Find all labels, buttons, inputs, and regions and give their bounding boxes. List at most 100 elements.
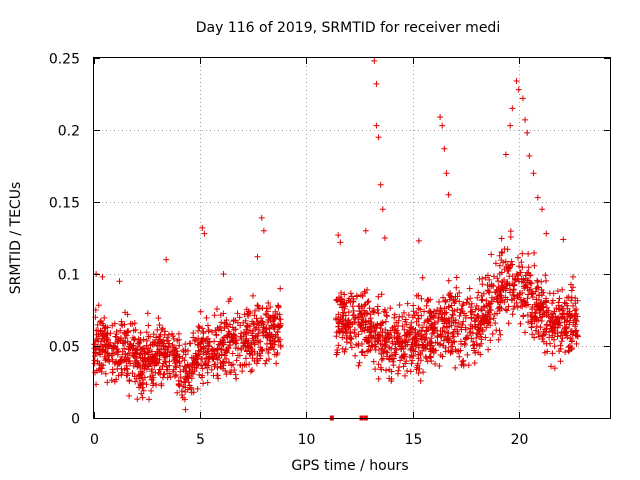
data-point <box>251 307 258 314</box>
data-point <box>523 281 530 288</box>
data-point <box>532 327 539 334</box>
data-point <box>204 348 211 355</box>
data-point <box>352 333 359 340</box>
data-point <box>130 362 137 369</box>
data-point <box>519 95 526 102</box>
data-point <box>410 302 417 309</box>
data-point <box>241 329 248 336</box>
data-point <box>170 335 177 342</box>
data-point <box>209 329 216 336</box>
data-point <box>384 336 391 343</box>
data-point <box>391 314 398 321</box>
data-point <box>155 315 162 322</box>
data-point <box>254 332 261 339</box>
data-point <box>490 273 497 280</box>
data-point <box>515 86 522 93</box>
data-point <box>518 259 525 266</box>
data-point <box>517 320 524 327</box>
data-point <box>199 224 206 231</box>
data-point <box>520 276 527 283</box>
data-point <box>517 290 524 297</box>
data-point <box>165 337 172 344</box>
data-point <box>574 313 581 320</box>
data-point <box>402 339 409 346</box>
data-point <box>529 331 536 338</box>
data-point <box>551 343 558 350</box>
data-point <box>437 308 444 315</box>
data-point <box>542 272 549 279</box>
data-point <box>243 361 250 368</box>
data-point <box>144 310 151 317</box>
data-point <box>113 376 120 383</box>
data-point <box>243 348 250 355</box>
data-point <box>124 338 131 345</box>
data-point <box>141 374 148 381</box>
data-point <box>250 337 257 344</box>
data-point <box>341 305 348 312</box>
data-point <box>454 306 461 313</box>
data-point <box>549 314 556 321</box>
data-point <box>534 278 541 285</box>
data-point <box>153 381 160 388</box>
data-point <box>514 254 521 261</box>
data-point <box>251 348 258 355</box>
data-point <box>472 349 479 356</box>
data-point <box>195 323 202 330</box>
data-point <box>543 277 550 284</box>
data-point <box>525 277 532 284</box>
data-point <box>139 354 146 361</box>
data-point <box>384 313 391 320</box>
data-point <box>195 361 202 368</box>
data-point <box>188 375 195 382</box>
data-point <box>176 382 183 389</box>
data-point <box>166 351 173 358</box>
chart-title: Day 116 of 2019, SRMTID for receiver med… <box>196 20 500 36</box>
data-point <box>262 325 269 332</box>
data-point <box>357 324 364 331</box>
data-point <box>420 369 427 376</box>
data-point <box>415 351 422 358</box>
data-point <box>102 370 109 377</box>
data-point <box>114 349 121 356</box>
data-point <box>238 330 245 337</box>
data-point <box>539 336 546 343</box>
data-point <box>522 329 529 336</box>
data-point <box>171 352 178 359</box>
data-point <box>443 323 450 330</box>
data-point <box>242 317 249 324</box>
data-point <box>263 357 270 364</box>
data-point <box>375 293 382 300</box>
data-point <box>422 344 429 351</box>
data-point <box>561 313 568 320</box>
data-point <box>263 325 270 332</box>
data-point <box>364 326 371 333</box>
data-point <box>540 289 547 296</box>
data-point <box>483 314 490 321</box>
data-point <box>377 364 384 371</box>
data-point <box>484 282 491 289</box>
data-point <box>266 331 273 338</box>
data-point <box>528 291 535 298</box>
data-point <box>198 374 205 381</box>
data-point <box>571 307 578 314</box>
data-point <box>447 292 454 299</box>
data-point <box>537 305 544 312</box>
data-point <box>265 356 272 363</box>
data-point <box>419 274 426 281</box>
data-point <box>527 312 534 319</box>
data-point <box>535 302 542 309</box>
y-axis-label: SRMTID / TECUs <box>8 182 24 295</box>
data-point <box>401 372 408 379</box>
data-point <box>239 362 246 369</box>
data-point <box>353 293 360 300</box>
data-point <box>218 319 225 326</box>
data-point <box>335 232 342 239</box>
data-point <box>390 362 397 369</box>
data-point <box>258 346 265 353</box>
data-point <box>162 359 169 366</box>
data-point <box>341 348 348 355</box>
data-point <box>334 297 341 304</box>
data-point <box>408 360 415 367</box>
data-point <box>232 317 239 324</box>
data-point <box>509 105 516 112</box>
